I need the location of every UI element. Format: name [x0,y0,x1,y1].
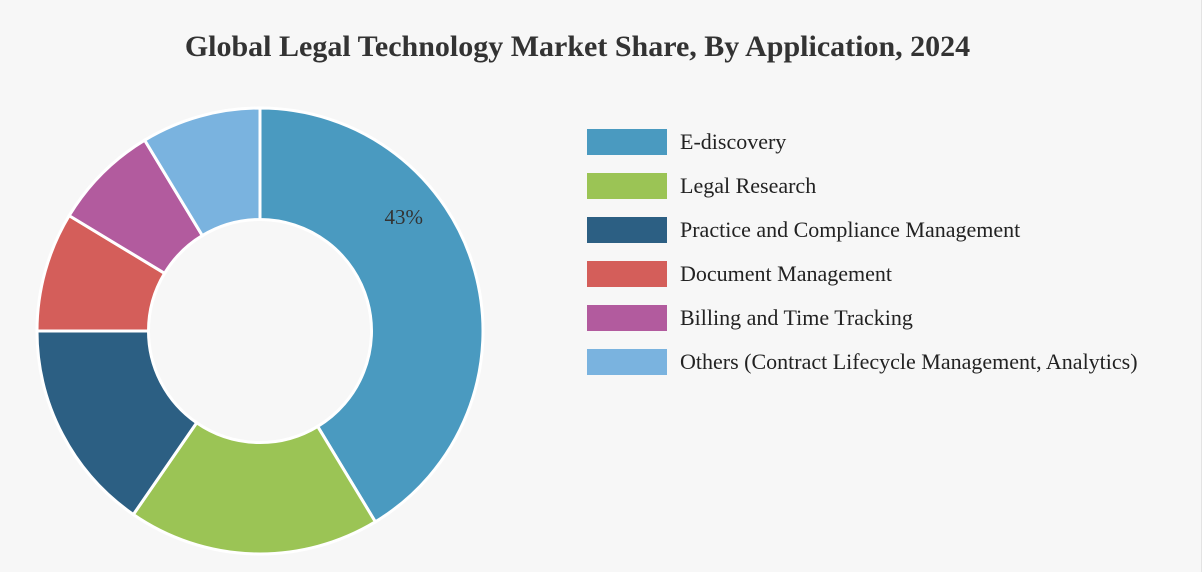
legend-swatch [587,217,667,243]
legend-item-billing-and-time-tracking[interactable]: Billing and Time Tracking [587,296,1138,340]
legend-item-others-contract-lifecycle-management-analytics[interactable]: Others (Contract Lifecycle Management, A… [587,340,1138,384]
legend-swatch [587,305,667,331]
legend-label: Document Management [680,261,892,286]
legend-item-practice-and-compliance-management[interactable]: Practice and Compliance Management [587,208,1138,252]
legend-label: Others (Contract Lifecycle Management, A… [680,349,1138,374]
legend-item-document-management[interactable]: Document Management [587,252,1138,296]
legend-label: Practice and Compliance Management [680,217,1021,242]
legend-swatch [587,261,667,287]
slice-legal-research[interactable] [131,420,378,556]
legend-label: E-discovery [680,129,787,154]
legend-swatch [587,173,667,199]
donut-slices [35,106,485,556]
slice-practice-and-compliance-management[interactable] [35,329,199,517]
chart-title: Global Legal Technology Market Share, By… [184,30,971,63]
slice-e-discovery[interactable] [258,106,485,524]
donut-slice-labels: 43% [385,205,424,229]
donut-chart: 43% [35,106,485,556]
legend-label: Billing and Time Tracking [680,305,913,330]
slice-label-e-discovery: 43% [385,205,424,229]
legend-label: Legal Research [680,173,817,198]
legend-swatch [587,349,667,375]
legend-item-e-discovery[interactable]: E-discovery [587,120,1138,164]
legend-item-legal-research[interactable]: Legal Research [587,164,1138,208]
legend: E-discovery Legal Research Practice and Co… [587,120,1138,384]
slice-others-contract-lifecycle-management-analytics[interactable] [142,106,262,238]
legend-swatch [587,129,667,155]
